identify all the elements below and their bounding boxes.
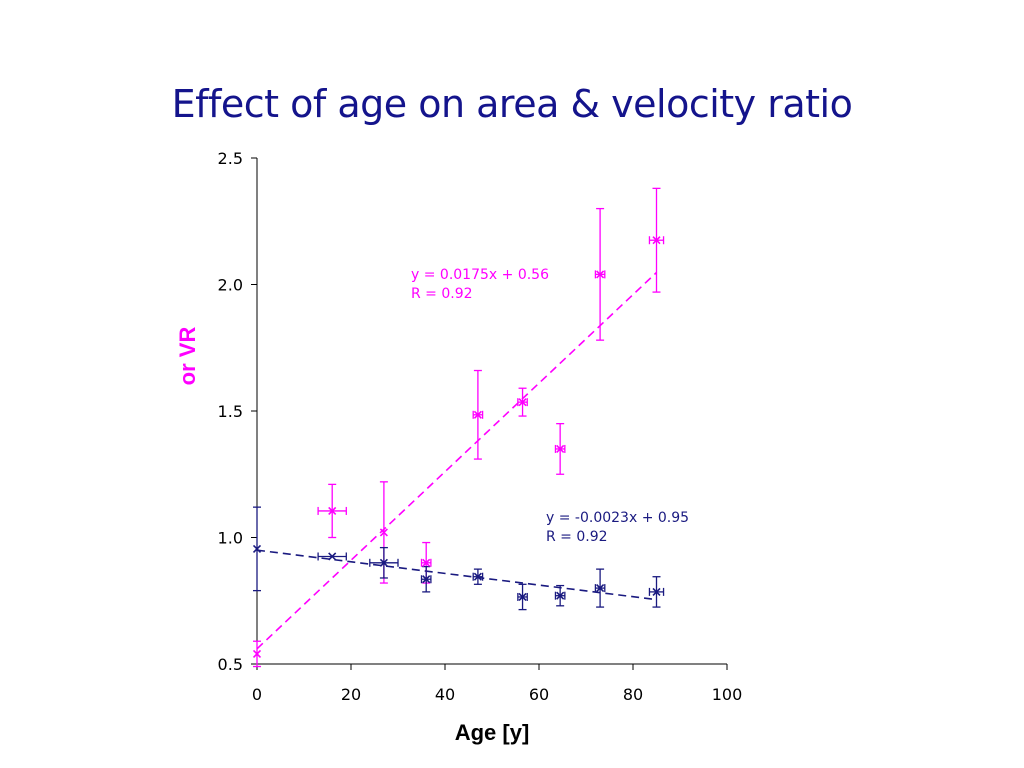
marker-stroke [596,270,605,279]
y-tick-label: 0.5 [218,655,243,674]
data-point-series-1 [328,506,337,516]
data-point-series-1 [252,649,262,658]
data-point-series-2 [252,544,262,553]
marker-stroke [328,552,337,561]
data-point-series-1 [556,444,565,454]
chart-labels: Age [y] or VR y = 0.0175x + 0.56 R = 0.92 y … [175,267,689,745]
data-point-series-2 [556,591,565,600]
data-point-series-1 [652,236,661,245]
data-point-series-1 [379,528,388,537]
y-tick-label: 1.5 [218,402,243,421]
marker-stroke [252,649,262,658]
data-point-series-2 [422,575,431,584]
x-tick-label: 100 [712,685,743,704]
marker-stroke [596,584,605,593]
x-tick-label: 80 [623,685,643,704]
data-point-series-2 [328,552,337,561]
marker-stroke [556,444,565,454]
equation-label-series-1: y = 0.0175x + 0.56 [411,267,549,283]
marker-stroke [379,558,388,567]
marker-stroke [422,558,431,567]
x-tick-label: 40 [435,685,455,704]
marker-stroke [473,410,482,419]
marker-stroke [379,528,388,537]
marker-stroke [652,587,661,596]
marker-stroke [473,572,482,581]
data-point-series-2 [652,587,661,596]
x-tick-label: 20 [341,685,361,704]
data-point-series-1 [422,558,431,567]
data-point-series-1 [518,398,527,407]
data-point-series-2 [596,584,605,593]
marker-stroke [252,544,262,553]
x-axis-title: Age [y] [455,720,530,745]
r-label-series-1: R = 0.92 [411,286,473,302]
trendlines [256,271,658,650]
x-tick-label: 0 [252,685,262,704]
marker-stroke [652,236,661,245]
data-point-series-1 [596,270,605,279]
trendline-series-1 [256,271,658,650]
y-axis-title: or VR [175,327,200,386]
marker-stroke [422,575,431,584]
marker-stroke [518,592,527,602]
equation-label-series-2: y = -0.0023x + 0.95 [546,510,689,526]
r-label-series-2: R = 0.92 [546,529,608,545]
marker-stroke [556,591,565,600]
chart-axes: 0.5 1.0 1.5 2.0 2.5 0 20 40 60 80 100 [218,149,743,704]
data-point-series-2 [473,572,482,581]
marker-stroke [328,506,337,516]
x-tick-label: 60 [529,685,549,704]
y-tick-label: 1.0 [218,529,243,548]
data-markers [252,236,661,658]
y-tick-label: 2.0 [218,276,243,295]
data-point-series-1 [473,410,482,419]
marker-stroke [518,398,527,407]
trendline-series-2 [256,549,657,601]
data-point-series-2 [379,558,388,567]
y-tick-label: 2.5 [218,149,243,168]
data-point-series-2 [518,592,527,602]
slide-title: Effect of age on area & velocity ratio [171,82,853,126]
